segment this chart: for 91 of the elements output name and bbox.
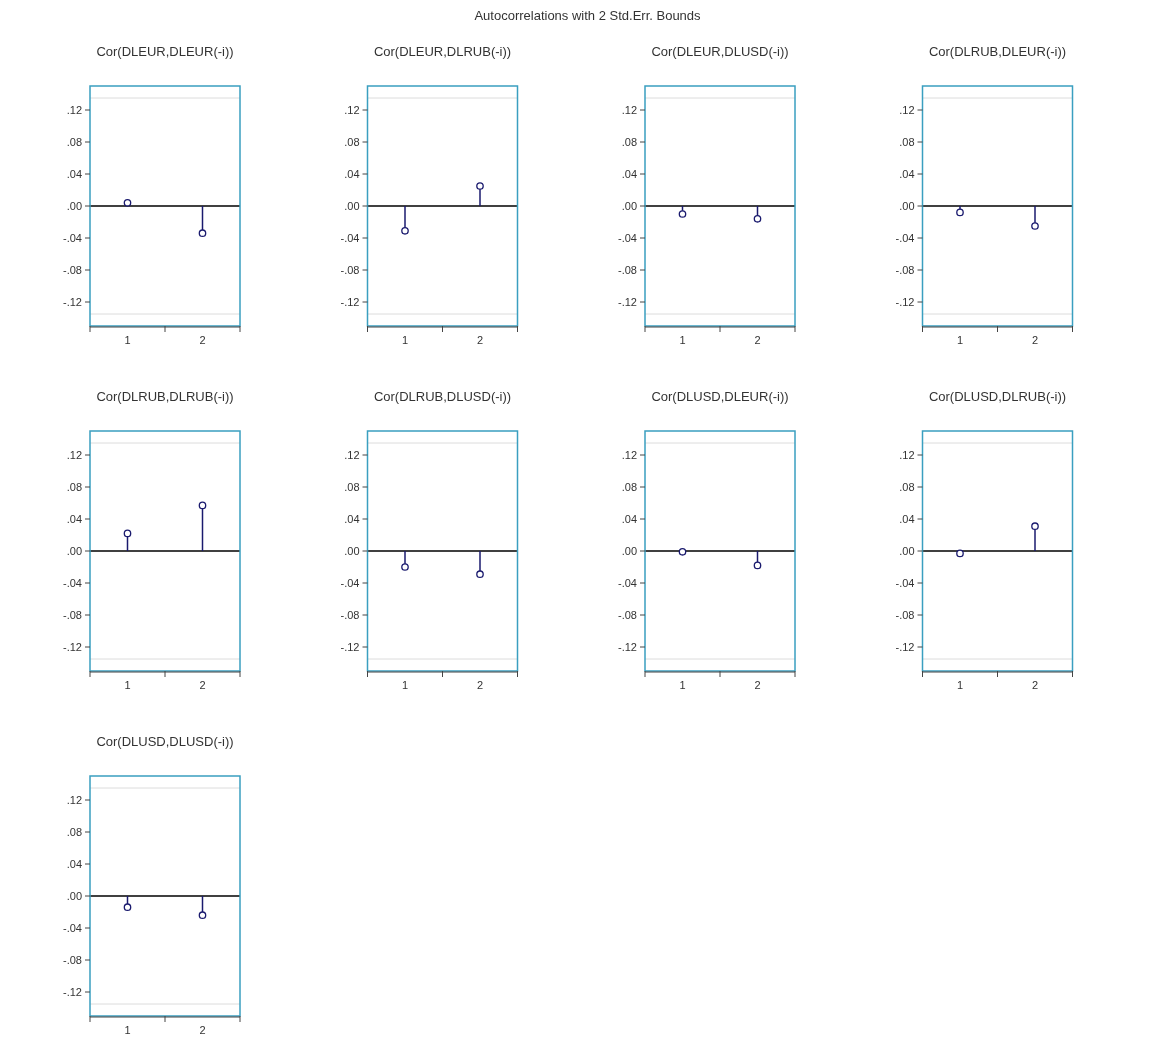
y-tick-label: .00 — [899, 544, 915, 557]
y-tick-label: -.08 — [63, 608, 82, 621]
y-tick-label: .04 — [621, 512, 637, 525]
text: Autocorrelations with 2 Std.Err. Bounds — [474, 8, 702, 23]
y-tick-label: -.04 — [340, 576, 360, 589]
y-tick-label: -.04 — [63, 576, 82, 589]
y-tick-label: -.08 — [618, 608, 637, 621]
chart-title: Cor(DLUSD,DLUSD(-i)) — [96, 734, 234, 749]
y-tick-label: .12 — [344, 448, 360, 461]
y-tick-label: .08 — [66, 480, 82, 493]
y-tick-label: .04 — [899, 167, 915, 180]
y-tick-label: .00 — [344, 544, 360, 557]
y-tick-label: -.04 — [895, 231, 915, 244]
y-tick-label: -.08 — [895, 263, 915, 276]
y-tick-label: .04 — [344, 167, 360, 180]
y-tick-label: -.12 — [895, 640, 915, 653]
y-tick-label: .08 — [899, 135, 915, 148]
y-tick-label: -.08 — [63, 953, 82, 966]
y-tick-label: .08 — [621, 480, 637, 493]
x-tick-label: 2 — [754, 334, 761, 346]
y-tick-label: -.04 — [340, 231, 360, 244]
y-tick-label: -.04 — [618, 576, 637, 589]
chart-title: Cor(DLEUR,DLEUR(-i)) — [96, 44, 234, 59]
y-tick-label: -.12 — [63, 985, 82, 998]
y-tick-label: -.12 — [340, 295, 360, 308]
chart-title: Cor(DLRUB,DLRUB(-i)) — [96, 389, 234, 404]
chart-title: Cor(DLRUB,DLEUR(-i)) — [928, 44, 1067, 59]
y-tick-label: -.04 — [618, 231, 637, 244]
y-tick-label: .12 — [899, 103, 915, 116]
y-tick-label: .12 — [621, 448, 637, 461]
x-tick-label: 1 — [124, 1024, 131, 1036]
chart-title: Cor(DLEUR,DLUSD(-i)) — [651, 44, 789, 59]
chart-title: Cor(DLUSD,DLRUB(-i)) — [928, 389, 1067, 404]
y-tick-label: .08 — [66, 135, 82, 148]
x-tick-label: 1 — [956, 679, 964, 691]
x-tick-label: 1 — [401, 334, 409, 346]
y-tick-label: -.08 — [895, 608, 915, 621]
y-tick-label: .00 — [621, 199, 637, 212]
y-tick-label: .12 — [66, 103, 82, 116]
chart-title: Cor(DLEUR,DLRUB(-i)) — [373, 44, 512, 59]
y-tick-label: .00 — [344, 199, 360, 212]
x-tick-label: 1 — [679, 334, 686, 346]
y-tick-label: .12 — [899, 448, 915, 461]
chart-title: Cor(DLUSD,DLEUR(-i)) — [651, 389, 789, 404]
y-tick-label: .12 — [66, 448, 82, 461]
x-tick-label: 1 — [956, 334, 964, 346]
y-tick-label: -.12 — [63, 295, 82, 308]
x-tick-label: 2 — [1031, 679, 1039, 691]
y-tick-label: .00 — [66, 199, 82, 212]
x-tick-label: 1 — [401, 679, 409, 691]
y-tick-label: -.12 — [63, 640, 82, 653]
x-tick-label: 2 — [476, 679, 484, 691]
y-tick-label: .04 — [66, 857, 82, 870]
y-tick-label: -.08 — [63, 263, 82, 276]
y-tick-label: -.12 — [895, 295, 915, 308]
x-tick-label: 1 — [124, 679, 131, 691]
y-tick-label: -.08 — [340, 263, 360, 276]
y-tick-label: .12 — [344, 103, 360, 116]
y-tick-label: .04 — [344, 512, 360, 525]
y-tick-label: -.04 — [63, 921, 82, 934]
y-tick-label: .04 — [899, 512, 915, 525]
y-tick-label: .08 — [899, 480, 915, 493]
chart-title: Cor(DLRUB,DLUSD(-i)) — [373, 389, 512, 404]
y-tick-label: -.04 — [895, 576, 915, 589]
x-tick-label: 2 — [476, 334, 484, 346]
y-tick-label: .00 — [66, 889, 82, 902]
x-tick-label: 1 — [124, 334, 131, 346]
y-tick-label: .04 — [621, 167, 637, 180]
y-tick-label: .00 — [621, 544, 637, 557]
y-tick-label: .08 — [621, 135, 637, 148]
y-tick-label: -.12 — [618, 640, 637, 653]
y-tick-label: .12 — [66, 793, 82, 806]
y-tick-label: .00 — [66, 544, 82, 557]
y-tick-label: -.08 — [340, 608, 360, 621]
x-tick-label: 2 — [199, 1024, 206, 1036]
y-tick-label: -.12 — [618, 295, 637, 308]
y-tick-label: .00 — [899, 199, 915, 212]
y-tick-label: .08 — [344, 135, 360, 148]
y-tick-label: .04 — [66, 167, 82, 180]
y-tick-label: .12 — [621, 103, 637, 116]
x-tick-label: 1 — [679, 679, 686, 691]
y-tick-label: -.04 — [63, 231, 82, 244]
y-tick-label: .08 — [66, 825, 82, 838]
x-tick-label: 2 — [199, 679, 206, 691]
y-tick-label: .04 — [66, 512, 82, 525]
y-tick-label: -.08 — [618, 263, 637, 276]
x-tick-label: 2 — [754, 679, 761, 691]
y-tick-label: -.12 — [340, 640, 360, 653]
x-tick-label: 2 — [1031, 334, 1039, 346]
y-tick-label: .08 — [344, 480, 360, 493]
x-tick-label: 2 — [199, 334, 206, 346]
